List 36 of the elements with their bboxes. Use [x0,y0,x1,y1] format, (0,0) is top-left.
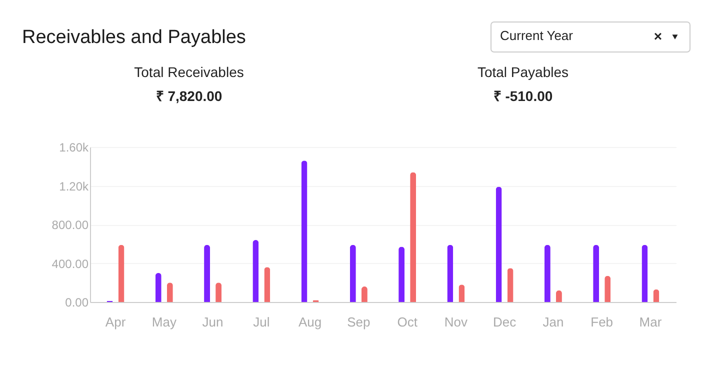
bar [301,160,308,302]
x-tick-label: Jul [253,314,270,330]
y-tick-label: 800.00 [52,218,89,232]
y-tick-label: 1.60k [59,140,90,154]
text: ₹ -510.00 [493,88,553,104]
bar [642,244,648,302]
bar [496,186,502,302]
bar [204,244,210,302]
y-tick-label: 400.00 [52,256,89,271]
bar [118,244,124,302]
text: Total Payables [477,64,569,80]
x-tick-label: Mar [639,314,662,330]
text: × [654,28,662,44]
bar [593,244,600,302]
x-tick-label: May [152,314,177,330]
bar [544,244,550,302]
x-tick-label: Aug [298,314,322,330]
x-tick-label: Dec [493,314,517,330]
bar [350,244,356,302]
text: Total Receivables [134,64,244,80]
x-tick-label: Apr [105,314,126,330]
x-tick-label: Jan [542,314,564,330]
text: Current Year [500,28,574,43]
bar [398,246,405,302]
bar [447,244,454,302]
x-tick-label: Nov [444,314,468,330]
y-tick-label: 0.00 [65,296,89,310]
x-tick-label: Jun [202,314,224,330]
x-tick-label: Sep [347,314,370,330]
text: ₹ 7,820.00 [156,88,222,104]
x-tick-label: Oct [397,314,418,330]
y-tick-label: 1.20k [59,179,90,194]
bar [410,172,416,302]
x-tick-label: Feb [590,314,614,330]
chart-title: Receivables and Payables [22,27,246,48]
bar [252,240,259,302]
